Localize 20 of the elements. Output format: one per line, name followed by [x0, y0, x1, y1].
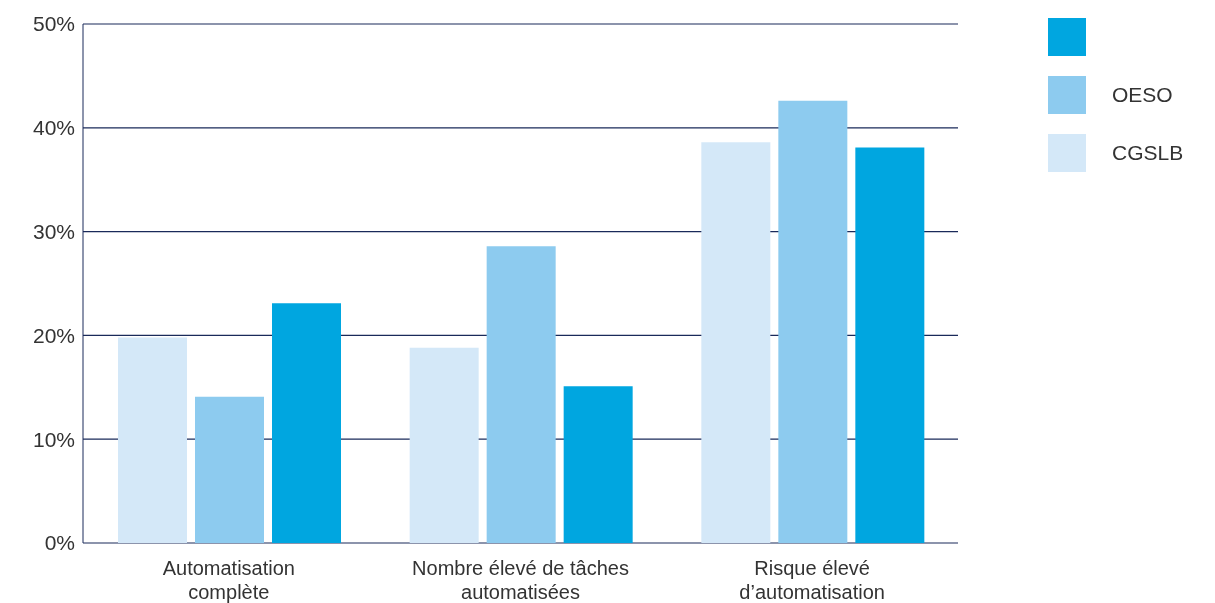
legend-label: CGSLB — [1112, 141, 1184, 165]
y-tick-label: 40% — [32, 116, 75, 140]
y-tick-label: 20% — [32, 323, 75, 347]
y-tick-label: 0% — [44, 531, 75, 555]
bar — [701, 142, 771, 543]
bar — [855, 147, 925, 543]
y-tick-label: 50% — [32, 12, 75, 36]
y-tick-label: 10% — [32, 427, 75, 451]
x-tick-label: Automatisation complète — [162, 557, 295, 603]
x-tick-label: Risque élevé d’automatisation — [739, 557, 885, 603]
bar — [272, 303, 341, 543]
bar — [563, 386, 633, 543]
bar — [778, 100, 848, 543]
bar — [195, 396, 264, 543]
bar — [409, 347, 479, 543]
bar — [486, 246, 556, 543]
x-tick-label: Nombre élevé de tâches automatisées — [412, 557, 629, 603]
legend-label: OESO — [1112, 83, 1173, 107]
bar — [118, 337, 187, 543]
y-tick-label: 30% — [32, 220, 75, 244]
